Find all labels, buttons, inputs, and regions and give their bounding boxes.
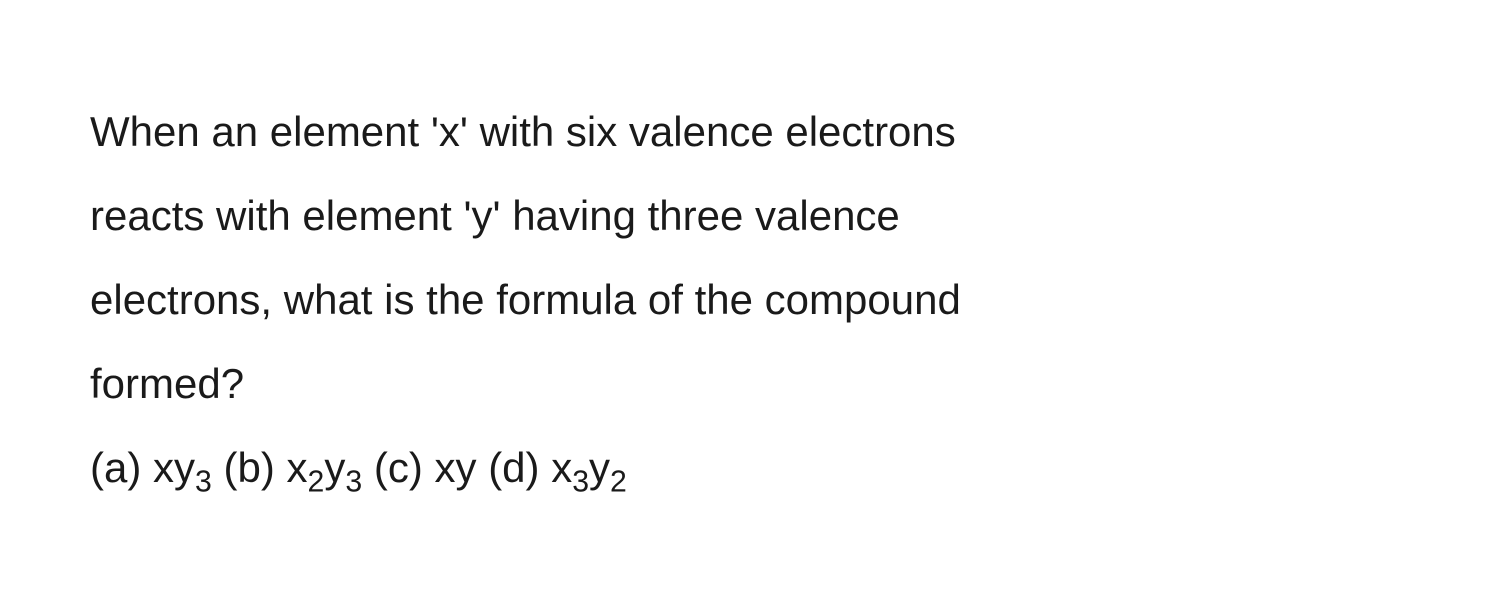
question-line-3: electrons, what is the formula of the co…: [90, 276, 961, 323]
option-a: (a) xy3: [90, 444, 224, 491]
option-b: (b) x2y3: [224, 444, 374, 491]
question-container: When an element 'x' with six valence ele…: [90, 90, 1410, 510]
question-line-1: When an element 'x' with six valence ele…: [90, 108, 956, 155]
option-c-formula: xy: [435, 444, 477, 491]
option-a-label: (a): [90, 444, 141, 491]
options-line: (a) xy3 (b) x2y3 (c) xy (d) x3y2: [90, 426, 1410, 510]
option-b-label: (b): [224, 444, 275, 491]
option-b-formula: x2y3: [287, 444, 363, 491]
option-d-formula: x3y2: [551, 444, 627, 491]
option-c-label: (c): [374, 444, 423, 491]
option-d: (d) x3y2: [488, 444, 627, 491]
question-line-4: formed?: [90, 360, 244, 407]
option-d-label: (d): [488, 444, 539, 491]
option-c: (c) xy: [374, 444, 488, 491]
question-text: When an element 'x' with six valence ele…: [90, 90, 1410, 426]
question-line-2: reacts with element 'y' having three val…: [90, 192, 900, 239]
option-a-formula: xy3: [153, 444, 212, 491]
